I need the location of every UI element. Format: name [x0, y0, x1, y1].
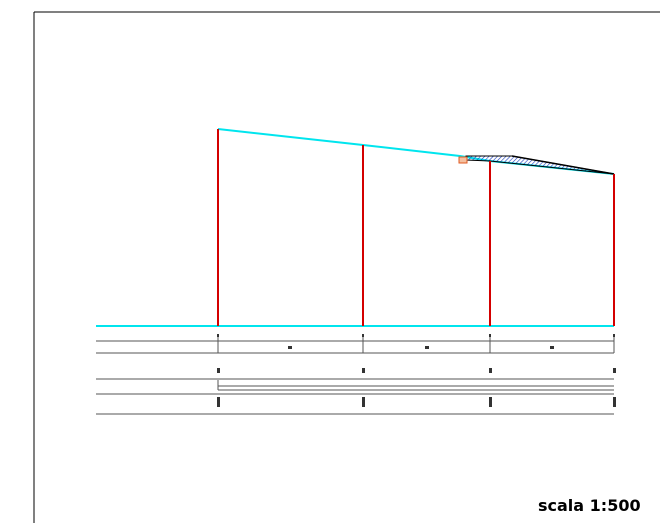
- scale-label: scala 1:500: [538, 496, 641, 515]
- mark: [489, 334, 491, 337]
- table-marks: [217, 334, 616, 407]
- marker-box: [458, 156, 468, 164]
- hatched-structure: [465, 155, 615, 175]
- mark: [288, 346, 292, 349]
- mark: [362, 397, 365, 407]
- mark: [362, 368, 365, 373]
- mark: [362, 334, 364, 337]
- mark: [550, 346, 554, 349]
- structure-top-edge: [511, 155, 615, 175]
- mark: [217, 368, 220, 373]
- mark: [489, 368, 492, 373]
- mark: [489, 397, 492, 407]
- mark: [613, 334, 615, 337]
- data-table: [96, 337, 615, 415]
- mark: [613, 397, 616, 407]
- mark: [217, 397, 220, 407]
- mark: [425, 346, 429, 349]
- mark: [217, 334, 219, 337]
- mark: [613, 368, 616, 373]
